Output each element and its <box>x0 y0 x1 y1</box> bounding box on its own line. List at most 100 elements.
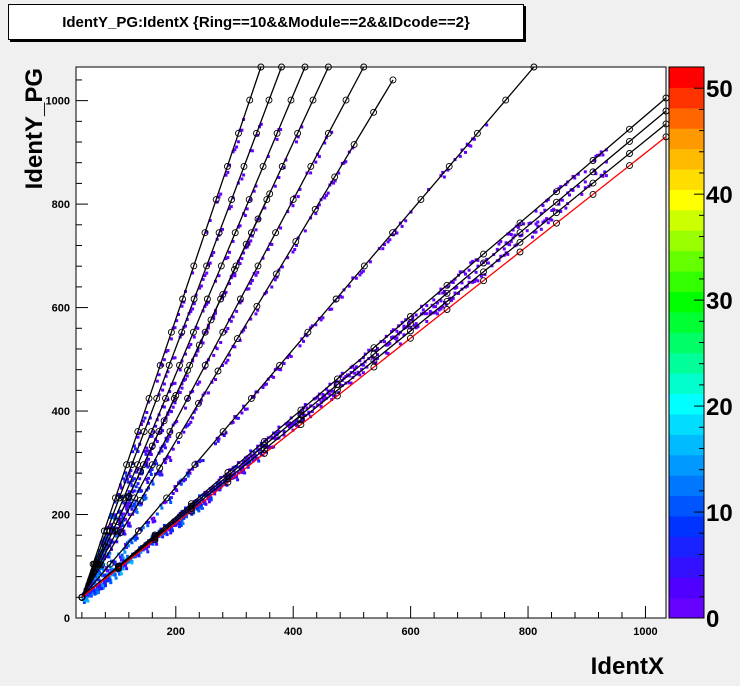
y-axis: 0 200 400 600 800 1000 <box>46 79 88 625</box>
fit-marker <box>153 394 161 402</box>
density-cell <box>158 473 162 477</box>
density-cell <box>390 335 394 339</box>
density-cell <box>235 309 239 313</box>
palette-cell <box>669 128 704 150</box>
density-cell <box>114 576 118 580</box>
density-cell <box>169 430 173 434</box>
y-tick-label: 1000 <box>46 96 70 108</box>
density-cell <box>144 496 148 500</box>
density-cell <box>393 336 397 340</box>
density-cell <box>98 558 102 562</box>
density-cell <box>548 217 552 221</box>
density-cell <box>305 406 309 410</box>
density-cell <box>240 471 244 474</box>
density-cell <box>152 516 156 520</box>
density-cell <box>222 291 226 295</box>
fit-marker <box>187 507 195 515</box>
density-cell <box>219 192 223 196</box>
density-cell <box>92 579 96 582</box>
palette-cell <box>669 556 704 578</box>
density-cell <box>90 588 94 592</box>
density-cell <box>236 225 240 229</box>
density-cell <box>270 243 274 246</box>
density-cell <box>395 329 399 333</box>
density-cell <box>178 391 182 394</box>
density-cell <box>159 431 163 435</box>
density-cell <box>196 326 200 330</box>
density-cell <box>87 591 91 595</box>
fit-marker <box>480 268 487 276</box>
fit-marker <box>224 478 232 486</box>
density-cell <box>346 373 349 377</box>
density-cell <box>141 495 145 498</box>
fit-marker <box>265 96 273 104</box>
fit-marker <box>445 162 453 170</box>
fit-marker <box>201 229 209 237</box>
density-cell <box>127 521 131 525</box>
density-cell <box>101 565 105 569</box>
density-cell <box>210 486 214 490</box>
density-cell <box>261 386 265 389</box>
density-cell <box>250 149 254 153</box>
density-cell <box>233 345 237 349</box>
density-cell <box>249 239 253 243</box>
density-cell <box>125 503 129 506</box>
density-cell <box>395 231 399 235</box>
density-cell <box>289 425 293 429</box>
fit-marker <box>294 129 302 137</box>
density-cell <box>442 175 446 179</box>
density-cell <box>169 531 173 535</box>
density-cell <box>87 594 91 598</box>
density-cell <box>564 183 568 187</box>
density-cell <box>163 446 167 450</box>
density-cell <box>205 330 209 334</box>
fit-marker <box>203 295 211 303</box>
fit-marker <box>219 328 227 336</box>
density-cell <box>550 209 554 212</box>
density-cell <box>208 219 212 222</box>
density-cell <box>479 274 483 278</box>
fit-marker <box>187 502 195 510</box>
density-cell <box>321 398 325 402</box>
density-cell <box>374 349 378 353</box>
density-cell <box>131 490 135 494</box>
density-cell <box>516 225 520 229</box>
density-cell <box>279 226 283 230</box>
fit-marker <box>201 328 209 336</box>
density-cell <box>214 378 217 381</box>
density-cell <box>282 433 286 437</box>
density-cell <box>402 333 406 337</box>
density-cell <box>112 571 116 575</box>
density-cell <box>509 239 513 243</box>
density-cell <box>298 187 302 191</box>
density-cell <box>155 462 159 466</box>
fit-marker <box>207 316 215 324</box>
density-cell <box>101 574 105 578</box>
density-cell <box>147 545 150 548</box>
density-cell <box>333 179 337 183</box>
density-cell <box>603 170 607 174</box>
density-cell <box>143 463 147 467</box>
fit-marker <box>254 262 262 270</box>
fit-marker <box>215 229 223 237</box>
x-axis-title: IdentX <box>591 653 664 680</box>
fit-marker <box>324 63 332 71</box>
density-cell <box>107 555 111 559</box>
fit-marker <box>242 240 250 248</box>
density-cell <box>259 453 263 457</box>
density-cell <box>291 204 295 208</box>
density-cell <box>202 501 206 505</box>
density-cell <box>134 507 138 511</box>
density-cell <box>140 423 143 426</box>
density-cell <box>130 541 134 545</box>
density-cell <box>499 254 503 258</box>
density-cell <box>199 284 203 288</box>
density-cell <box>557 187 561 191</box>
density-cell <box>136 450 140 453</box>
density-cell <box>471 280 475 284</box>
density-cell <box>432 298 436 302</box>
density-cell <box>573 176 577 180</box>
fit-marker <box>480 250 487 258</box>
density-cell <box>135 536 139 540</box>
density-cell <box>178 521 182 524</box>
